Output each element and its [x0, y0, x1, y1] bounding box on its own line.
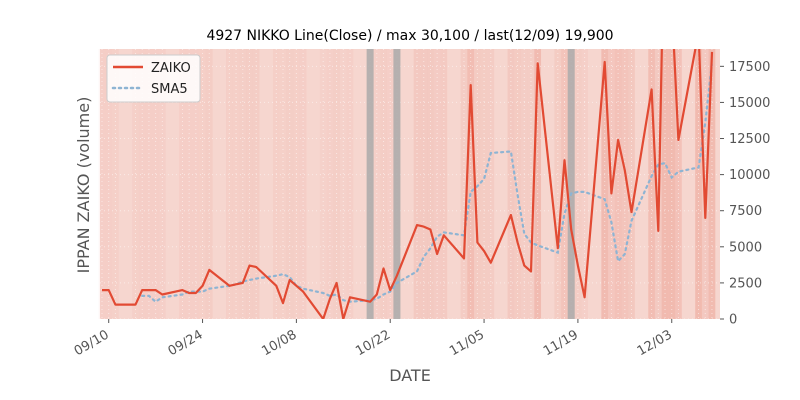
- background-band: [467, 49, 475, 319]
- y-tick-label: 17500: [729, 60, 770, 75]
- legend: ZAIKO SMA5: [106, 54, 201, 103]
- background-band: [145, 49, 153, 319]
- highlight-bands: [366, 49, 575, 319]
- background-band: [420, 49, 428, 319]
- background-band: [205, 49, 213, 319]
- y-tick-label: 0: [729, 313, 737, 328]
- background-band: [648, 49, 655, 319]
- background-band: [661, 49, 669, 319]
- x-tick-label: 09/10: [72, 327, 112, 359]
- highlight-band: [366, 49, 374, 319]
- background-band: [413, 49, 421, 319]
- background-band: [158, 49, 166, 319]
- x-tick-label: 10/22: [353, 327, 393, 359]
- background-band: [527, 49, 535, 319]
- background-band: [179, 49, 186, 319]
- x-tick-label: 12/03: [635, 327, 675, 359]
- x-tick-label: 11/05: [447, 327, 487, 359]
- background-band: [668, 49, 676, 319]
- background-band: [433, 49, 441, 319]
- background-band: [427, 49, 434, 319]
- background-band: [252, 49, 260, 319]
- background-band: [554, 49, 562, 319]
- sma5-line: [141, 60, 714, 304]
- background-band: [232, 49, 240, 319]
- background-band: [293, 49, 300, 319]
- background-band: [581, 49, 588, 319]
- x-axis-title: DATE: [389, 366, 431, 385]
- background-band: [507, 49, 515, 319]
- background-band: [440, 49, 448, 319]
- legend-label-sma5: SMA5: [151, 82, 188, 97]
- background-band: [279, 49, 287, 319]
- background-band: [373, 49, 381, 319]
- y-tick-label: 12500: [729, 132, 770, 147]
- x-tick-label: 09/24: [166, 327, 206, 359]
- background-band: [138, 49, 146, 319]
- background-band: [326, 49, 334, 319]
- background-band: [701, 49, 709, 319]
- background-band: [286, 49, 294, 319]
- x-tick-label: 10/08: [259, 327, 299, 359]
- background-band: [152, 49, 159, 319]
- background-band: [601, 49, 609, 319]
- background-band: [333, 49, 340, 319]
- background-band: [272, 49, 280, 319]
- background-band: [226, 49, 233, 319]
- background-band: [460, 49, 468, 319]
- legend-label-zaiko: ZAIKO: [151, 61, 191, 76]
- background-band: [474, 49, 481, 319]
- background-band: [199, 49, 206, 319]
- background-band: [534, 49, 542, 319]
- background-band: [386, 49, 394, 319]
- background-band: [675, 49, 682, 319]
- zaiko-line: [102, 49, 714, 319]
- y-tick-label: 15000: [729, 96, 770, 111]
- background-band: [380, 49, 387, 319]
- chart-title: 4927 NIKKO Line(Close) / max 30,100 / la…: [206, 28, 613, 44]
- background-band: [514, 49, 521, 319]
- background-band: [192, 49, 200, 319]
- background-band: [480, 49, 488, 319]
- y-tick-label: 10000: [729, 168, 770, 183]
- y-tick-label: 2500: [729, 276, 762, 291]
- x-tick-label: 11/19: [541, 327, 581, 359]
- y-tick-label: 5000: [729, 240, 762, 255]
- background-band: [98, 49, 106, 319]
- background-band: [246, 49, 253, 319]
- background-band: [520, 49, 528, 319]
- background-band: [628, 49, 635, 319]
- background-band: [621, 49, 629, 319]
- x-axis: 09/10 09/24 10/08 10/22 11/05 11/19 12/03: [72, 319, 675, 359]
- background-band: [708, 49, 716, 319]
- background-band: [185, 49, 193, 319]
- plot-background: [100, 49, 720, 319]
- background-band: [299, 49, 307, 319]
- background-band: [346, 49, 354, 319]
- y-tick-label: 7500: [729, 204, 762, 219]
- background-band: [105, 49, 113, 319]
- background-band: [561, 49, 568, 319]
- background-band: [574, 49, 582, 319]
- background-band: [614, 49, 622, 319]
- background-band: [695, 49, 702, 319]
- plot-area: [100, 49, 720, 319]
- background-band: [487, 49, 495, 319]
- highlight-band: [393, 49, 401, 319]
- series-layer: [102, 49, 714, 319]
- y-axis: 0 2500 5000 7500 10000 12500 15000 17500: [720, 60, 770, 328]
- background-band: [239, 49, 247, 319]
- y-axis-title: IPPAN ZAIKO (volume): [74, 97, 93, 274]
- highlight-band: [567, 49, 575, 319]
